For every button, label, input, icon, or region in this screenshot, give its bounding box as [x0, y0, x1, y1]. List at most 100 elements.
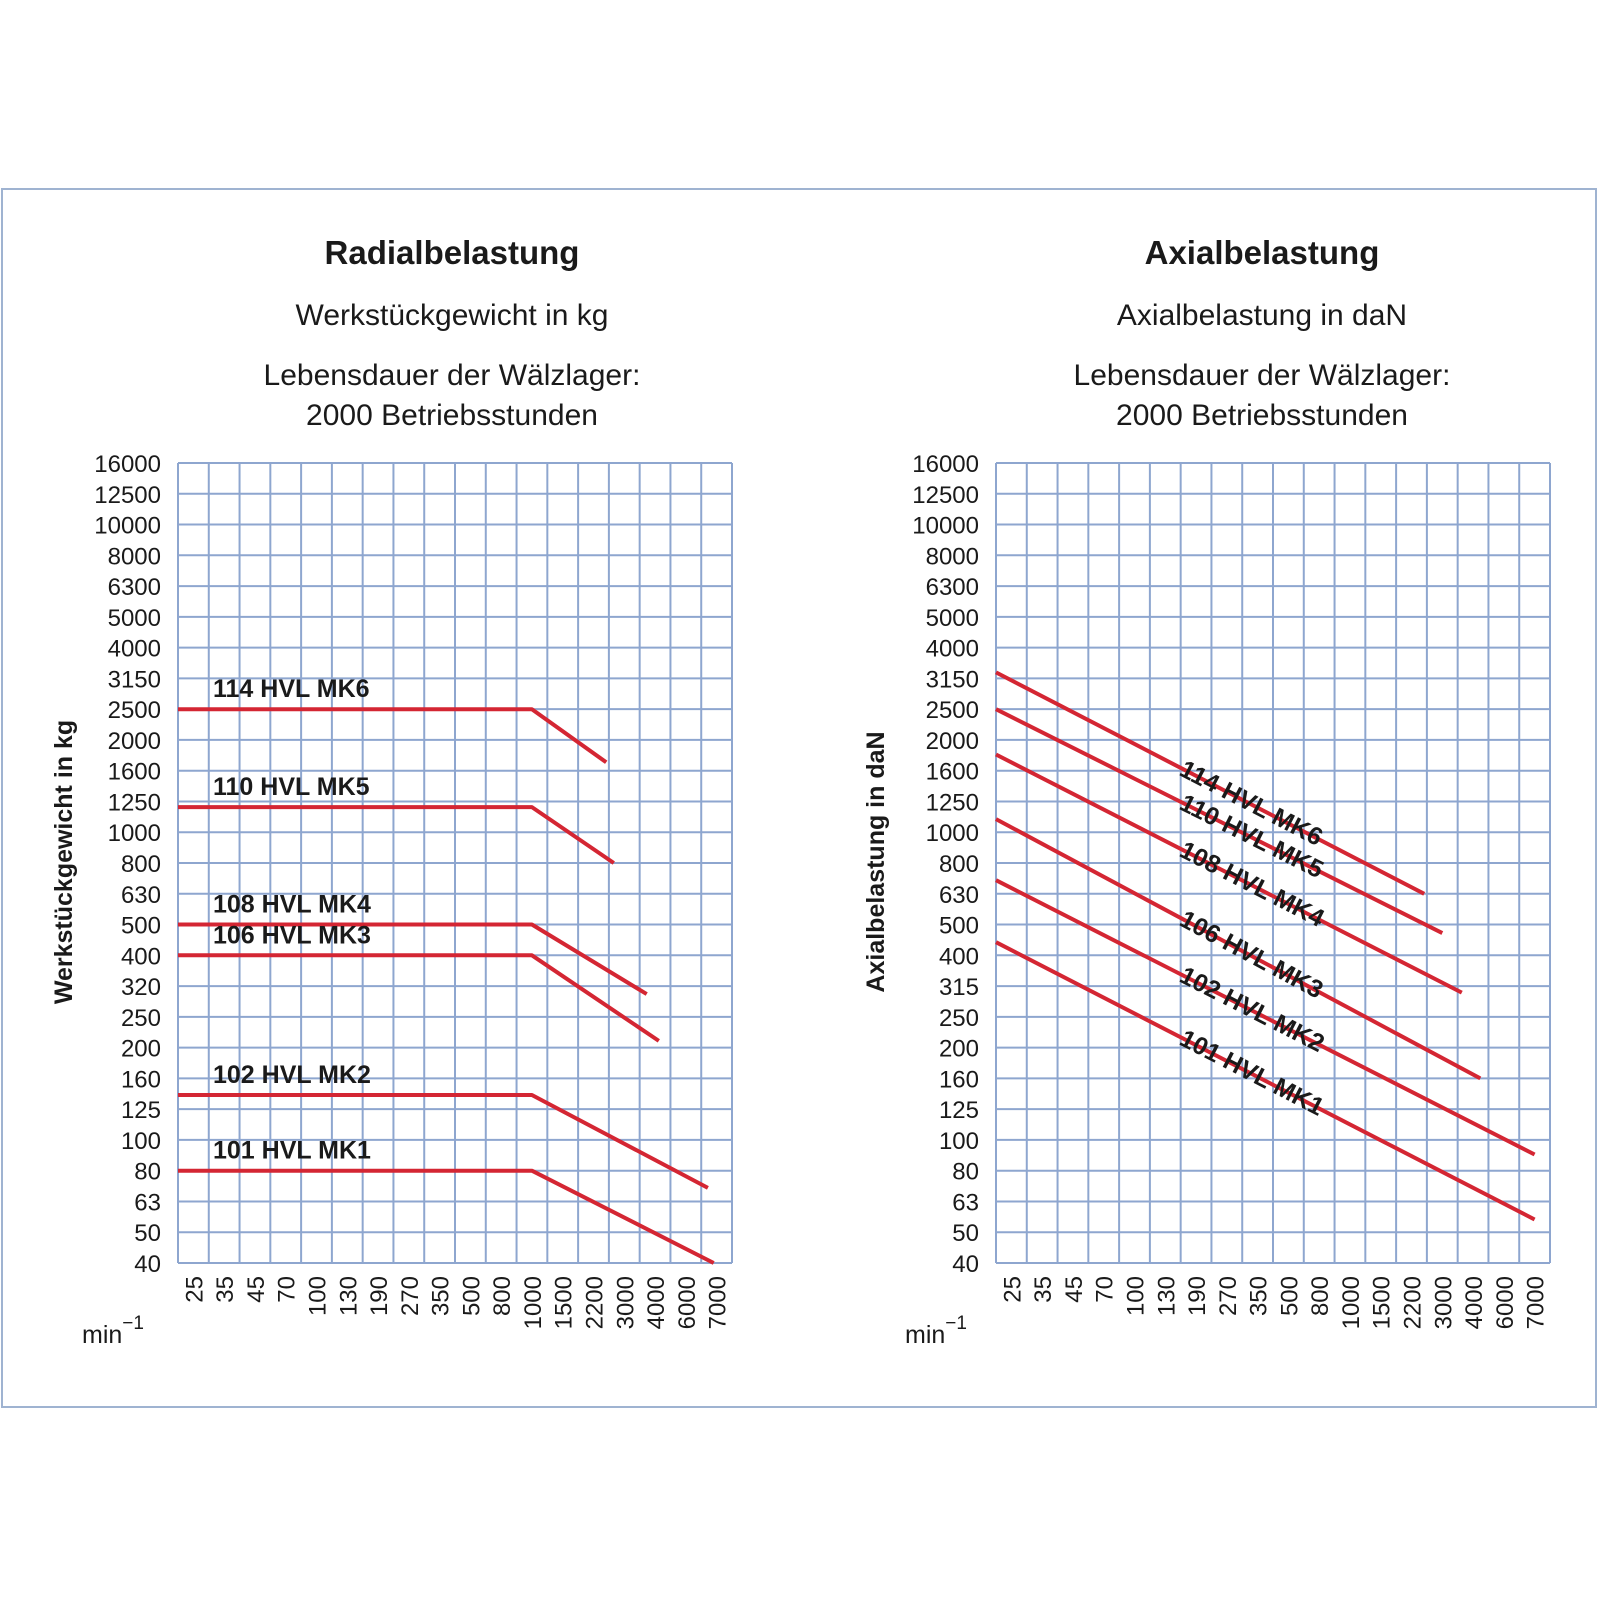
y-tick-label: 400: [939, 943, 979, 970]
y-tick-label: 6300: [926, 574, 979, 601]
x-tick-label: 190: [366, 1276, 393, 1316]
x-tick-label: 25: [999, 1276, 1026, 1303]
y-tick-label: 400: [121, 943, 161, 970]
y-tick-label: 800: [121, 851, 161, 878]
x-tick-label: 1500: [1369, 1276, 1396, 1329]
x-tick-label: 800: [1307, 1276, 1334, 1316]
y-tick-label: 100: [939, 1128, 979, 1155]
y-tick-label: 8000: [108, 543, 161, 570]
chart-title: Radialbelastung: [325, 234, 580, 271]
y-tick-label: 5000: [108, 605, 161, 632]
series-label: 106 HVL MK3: [213, 921, 371, 949]
series-line: [178, 707, 608, 764]
y-tick-label: 500: [939, 913, 979, 940]
x-tick-label: 6000: [674, 1276, 701, 1329]
y-tick-label: 1000: [108, 820, 161, 847]
series-line: [995, 670, 1426, 896]
y-tick-label: 3150: [926, 666, 979, 693]
y-tick-label: 1600: [108, 759, 161, 786]
y-tick-label: 160: [121, 1066, 161, 1093]
y-tick-label: 630: [939, 882, 979, 909]
y-tick-label: 4000: [108, 636, 161, 663]
series-line: [995, 752, 1463, 995]
y-tick-label: 100: [121, 1128, 161, 1155]
y-tick-label: 315: [939, 974, 979, 1001]
y-tick-label: 1250: [926, 789, 979, 816]
y-tick-label: 63: [952, 1189, 979, 1216]
y-tick-label: 2000: [108, 728, 161, 755]
x-axis-unit: min−1: [905, 1313, 967, 1349]
x-tick-label: 270: [397, 1276, 424, 1316]
series-lines: [178, 707, 715, 1265]
x-tick-label: 130: [1153, 1276, 1180, 1316]
series-label: 102 HVL MK2: [213, 1061, 371, 1089]
y-tick-label: 125: [939, 1097, 979, 1124]
y-tick-label: 2000: [926, 728, 979, 755]
x-tick-label: 130: [335, 1276, 362, 1316]
x-tick-label: 1500: [551, 1276, 578, 1329]
y-tick-label: 10000: [94, 513, 161, 540]
y-tick-label: 63: [134, 1189, 161, 1216]
y-tick-labels: 16000 12500 10000 8000 6300 5000 4000 3150 2500 2…: [912, 451, 979, 1278]
y-tick-label: 40: [134, 1251, 161, 1278]
x-tick-label: 800: [489, 1276, 516, 1316]
series-line: [178, 922, 648, 996]
x-axis-unit-exponent: −1: [945, 1313, 967, 1334]
y-tick-label: 16000: [94, 451, 161, 478]
x-tick-label: 6000: [1492, 1276, 1519, 1329]
chart-frame: [1, 188, 1597, 1408]
y-tick-label: 200: [121, 1036, 161, 1063]
x-tick-label: 100: [305, 1276, 332, 1316]
y-tick-label: 12500: [94, 482, 161, 509]
x-tick-label: 350: [428, 1276, 455, 1316]
y-tick-labels: 16000 12500 10000 8000 6300 5000 4000 3150 2500 2…: [94, 451, 161, 1278]
series-line: [178, 953, 660, 1043]
x-tick-label: 25: [181, 1276, 208, 1303]
series-lines: [995, 670, 1536, 1222]
x-tick-label: 35: [212, 1276, 239, 1303]
series-label: 114 HVL MK6: [213, 675, 370, 703]
x-axis-unit-base: min: [82, 1321, 122, 1349]
y-tick-label: 2500: [108, 697, 161, 724]
y-axis-label: Axialbelastung in daN: [862, 731, 890, 992]
y-tick-label: 1000: [926, 820, 979, 847]
y-tick-label: 630: [121, 882, 161, 909]
y-tick-label: 4000: [926, 636, 979, 663]
y-tick-label: 1600: [926, 759, 979, 786]
y-tick-label: 3150: [108, 666, 161, 693]
radial-chart-panel: Radialbelastung Werkstückgewicht in kg L…: [50, 234, 733, 1349]
x-tick-label: 45: [243, 1276, 270, 1303]
x-tick-label: 4000: [643, 1276, 670, 1329]
y-tick-label: 50: [952, 1220, 979, 1247]
y-tick-label: 8000: [926, 543, 979, 570]
x-tick-label: 350: [1246, 1276, 1273, 1316]
y-tick-label: 125: [121, 1097, 161, 1124]
x-tick-label: 500: [458, 1276, 485, 1316]
chart-note-line-1: Lebensdauer der Wälzlager:: [1074, 359, 1451, 392]
chart-title: Axialbelastung: [1145, 234, 1380, 271]
y-tick-label: 50: [134, 1220, 161, 1247]
chart-note-line-1: Lebensdauer der Wälzlager:: [264, 359, 641, 392]
y-tick-label: 2500: [926, 697, 979, 724]
x-tick-label: 35: [1030, 1276, 1057, 1303]
y-tick-label: 200: [939, 1036, 979, 1063]
y-tick-label: 40: [952, 1251, 979, 1278]
x-tick-label: 4000: [1461, 1276, 1488, 1329]
y-tick-label: 80: [952, 1159, 979, 1186]
y-tick-label: 1250: [108, 789, 161, 816]
x-tick-labels: 25 35 45 70 100 130 190 270 350 500 800 1000 1500 220…: [999, 1276, 1549, 1329]
series-line: [178, 805, 615, 865]
series-line: [178, 1168, 715, 1265]
y-tick-label: 16000: [912, 451, 979, 478]
series-label: 101 HVL MK1: [213, 1137, 371, 1165]
x-tick-label: 70: [1092, 1276, 1119, 1303]
series-line: [995, 707, 1444, 935]
chart-subtitle: Axialbelastung in daN: [1117, 299, 1407, 332]
x-tick-label: 7000: [705, 1276, 732, 1329]
x-tick-label: 100: [1123, 1276, 1150, 1316]
x-tick-label: 2200: [582, 1276, 609, 1329]
y-tick-label: 320: [121, 974, 161, 1001]
